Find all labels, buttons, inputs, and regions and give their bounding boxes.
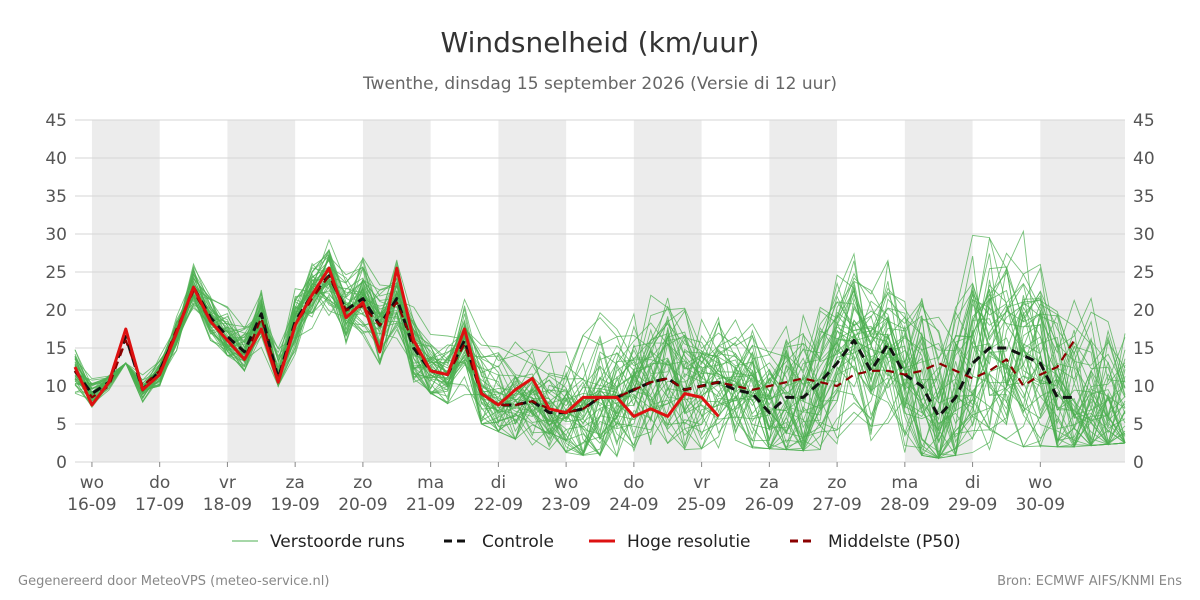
x-tick-day: di: [491, 473, 507, 493]
x-tick-date: 29-09: [948, 495, 997, 515]
x-tick-date: 16-09: [67, 495, 116, 515]
ensemble-member-line: [74, 273, 1126, 450]
x-tick-date: 24-09: [609, 495, 658, 515]
x-tick-day: vr: [219, 473, 236, 493]
x-tick-day: wo: [1028, 473, 1052, 493]
y-axis-right: 0 5 10 15 20 25 30 35 40 45: [1133, 111, 1155, 473]
ensemble-member-line: [74, 234, 1126, 456]
y-tick-label-right: 10: [1133, 377, 1155, 397]
x-tick-day: vr: [693, 473, 710, 493]
x-tick-day: ma: [891, 473, 918, 493]
ensemble-member-line: [74, 261, 1126, 455]
x-tick-date: 27-09: [812, 495, 861, 515]
x-axis: wo16-09do17-09vr18-09za19-09zo20-09ma21-…: [67, 462, 1065, 515]
x-tick-date: 26-09: [745, 495, 794, 515]
x-tick-day: do: [149, 473, 170, 493]
y-tick-label-left: 0: [56, 453, 67, 473]
legend: Verstoorde runs Controle Hoge resolutie Mid…: [232, 532, 961, 552]
x-tick-date: 19-09: [270, 495, 319, 515]
x-tick-date: 28-09: [880, 495, 929, 515]
ensemble-member-line: [74, 229, 1126, 451]
y-tick-label-left: 10: [45, 377, 67, 397]
y-tick-label-left: 40: [45, 149, 67, 169]
x-tick-day: za: [285, 473, 304, 493]
x-tick-date: 22-09: [474, 495, 523, 515]
y-tick-label-right: 20: [1133, 301, 1155, 321]
x-tick-day: do: [623, 473, 644, 493]
y-tick-label-left: 35: [45, 187, 67, 207]
x-tick-day: ma: [417, 473, 444, 493]
y-tick-label-right: 25: [1133, 263, 1155, 283]
ensemble-member-line: [74, 277, 1126, 452]
legend-label: Hoge resolutie: [627, 532, 751, 552]
y-tick-label-right: 30: [1133, 225, 1155, 245]
x-tick-date: 20-09: [338, 495, 387, 515]
y-tick-label-right: 0: [1133, 453, 1144, 473]
x-tick-date: 23-09: [541, 495, 590, 515]
y-tick-label-right: 15: [1133, 339, 1155, 359]
night-band: [91, 120, 160, 462]
x-tick-day: wo: [80, 473, 104, 493]
y-tick-label-left: 45: [45, 111, 67, 131]
legend-label: Controle: [482, 532, 554, 552]
y-tick-label-right: 40: [1133, 149, 1155, 169]
y-tick-label-left: 30: [45, 225, 67, 245]
y-tick-label-right: 35: [1133, 187, 1155, 207]
ensemble-member-line: [74, 270, 1126, 459]
chart-subtitle: Twenthe, dinsdag 15 september 2026 (Vers…: [362, 74, 837, 94]
y-tick-label-right: 45: [1133, 111, 1155, 131]
legend-label: Middelste (P50): [828, 532, 961, 552]
y-tick-label-left: 20: [45, 301, 67, 321]
y-tick-label-left: 5: [56, 415, 67, 435]
x-tick-day: zo: [827, 473, 846, 493]
ensemble-member-line: [74, 263, 1126, 456]
main-series: [73, 266, 1076, 418]
y-tick-label-left: 15: [45, 339, 67, 359]
x-tick-day: di: [965, 473, 981, 493]
chart-title: Windsnelheid (km/uur): [441, 26, 760, 59]
x-tick-day: za: [760, 473, 779, 493]
x-tick-date: 17-09: [135, 495, 184, 515]
x-tick-day: zo: [353, 473, 372, 493]
series-line-hoge-resolutie: [73, 266, 720, 418]
footer-generated-by: Gegenereerd door MeteoVPS (meteo-service…: [18, 574, 329, 589]
x-tick-date: 18-09: [203, 495, 252, 515]
x-tick-day: wo: [554, 473, 578, 493]
x-tick-date: 30-09: [1016, 495, 1065, 515]
y-axis-left: 0 5 10 15 20 25 30 35 40 45: [45, 111, 67, 473]
legend-label: Verstoorde runs: [270, 532, 405, 552]
footer-source: Bron: ECMWF AIFS/KNMI Ens: [997, 574, 1182, 589]
ensemble-member-line: [74, 262, 1126, 446]
x-tick-date: 21-09: [406, 495, 455, 515]
ensemble-member-line: [74, 258, 1126, 459]
x-tick-date: 25-09: [677, 495, 726, 515]
y-tick-label-right: 5: [1133, 415, 1144, 435]
y-tick-label-left: 25: [45, 263, 67, 283]
ensemble-member-line: [74, 268, 1126, 456]
